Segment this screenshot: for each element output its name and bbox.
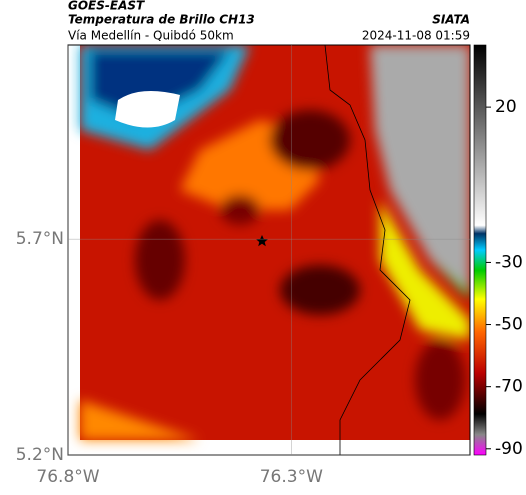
colorbar (473, 44, 487, 456)
colorbar-tick-label: -90 (495, 439, 523, 459)
x-tick-label: 76.3°W (260, 467, 323, 487)
y-tick-label: 5.7°N (16, 229, 64, 249)
description: Vía Medellín - Quibdó 50km (68, 29, 234, 43)
source: SIATA (432, 13, 470, 27)
location-marker (256, 235, 268, 247)
colorbar-tick-label: -50 (495, 315, 523, 335)
axes: 76.8°W 76.3°W 5.7°N 5.2°N 20 -30 -50 -70 -90 (16, 45, 523, 487)
datetime: 2024-11-08 01:59 (362, 29, 470, 43)
colorbar-tick-label: 20 (495, 97, 517, 117)
colorbar-tick-label: -30 (495, 252, 523, 272)
imagery (68, 45, 470, 455)
colorbar-tick-label: -70 (495, 377, 523, 397)
title: GOES-EAST (68, 0, 145, 13)
subtitle: Temperatura de Brillo CH13 (68, 13, 255, 27)
x-tick-label: 76.8°W (36, 467, 99, 487)
y-tick-label: 5.2°N (16, 445, 64, 465)
